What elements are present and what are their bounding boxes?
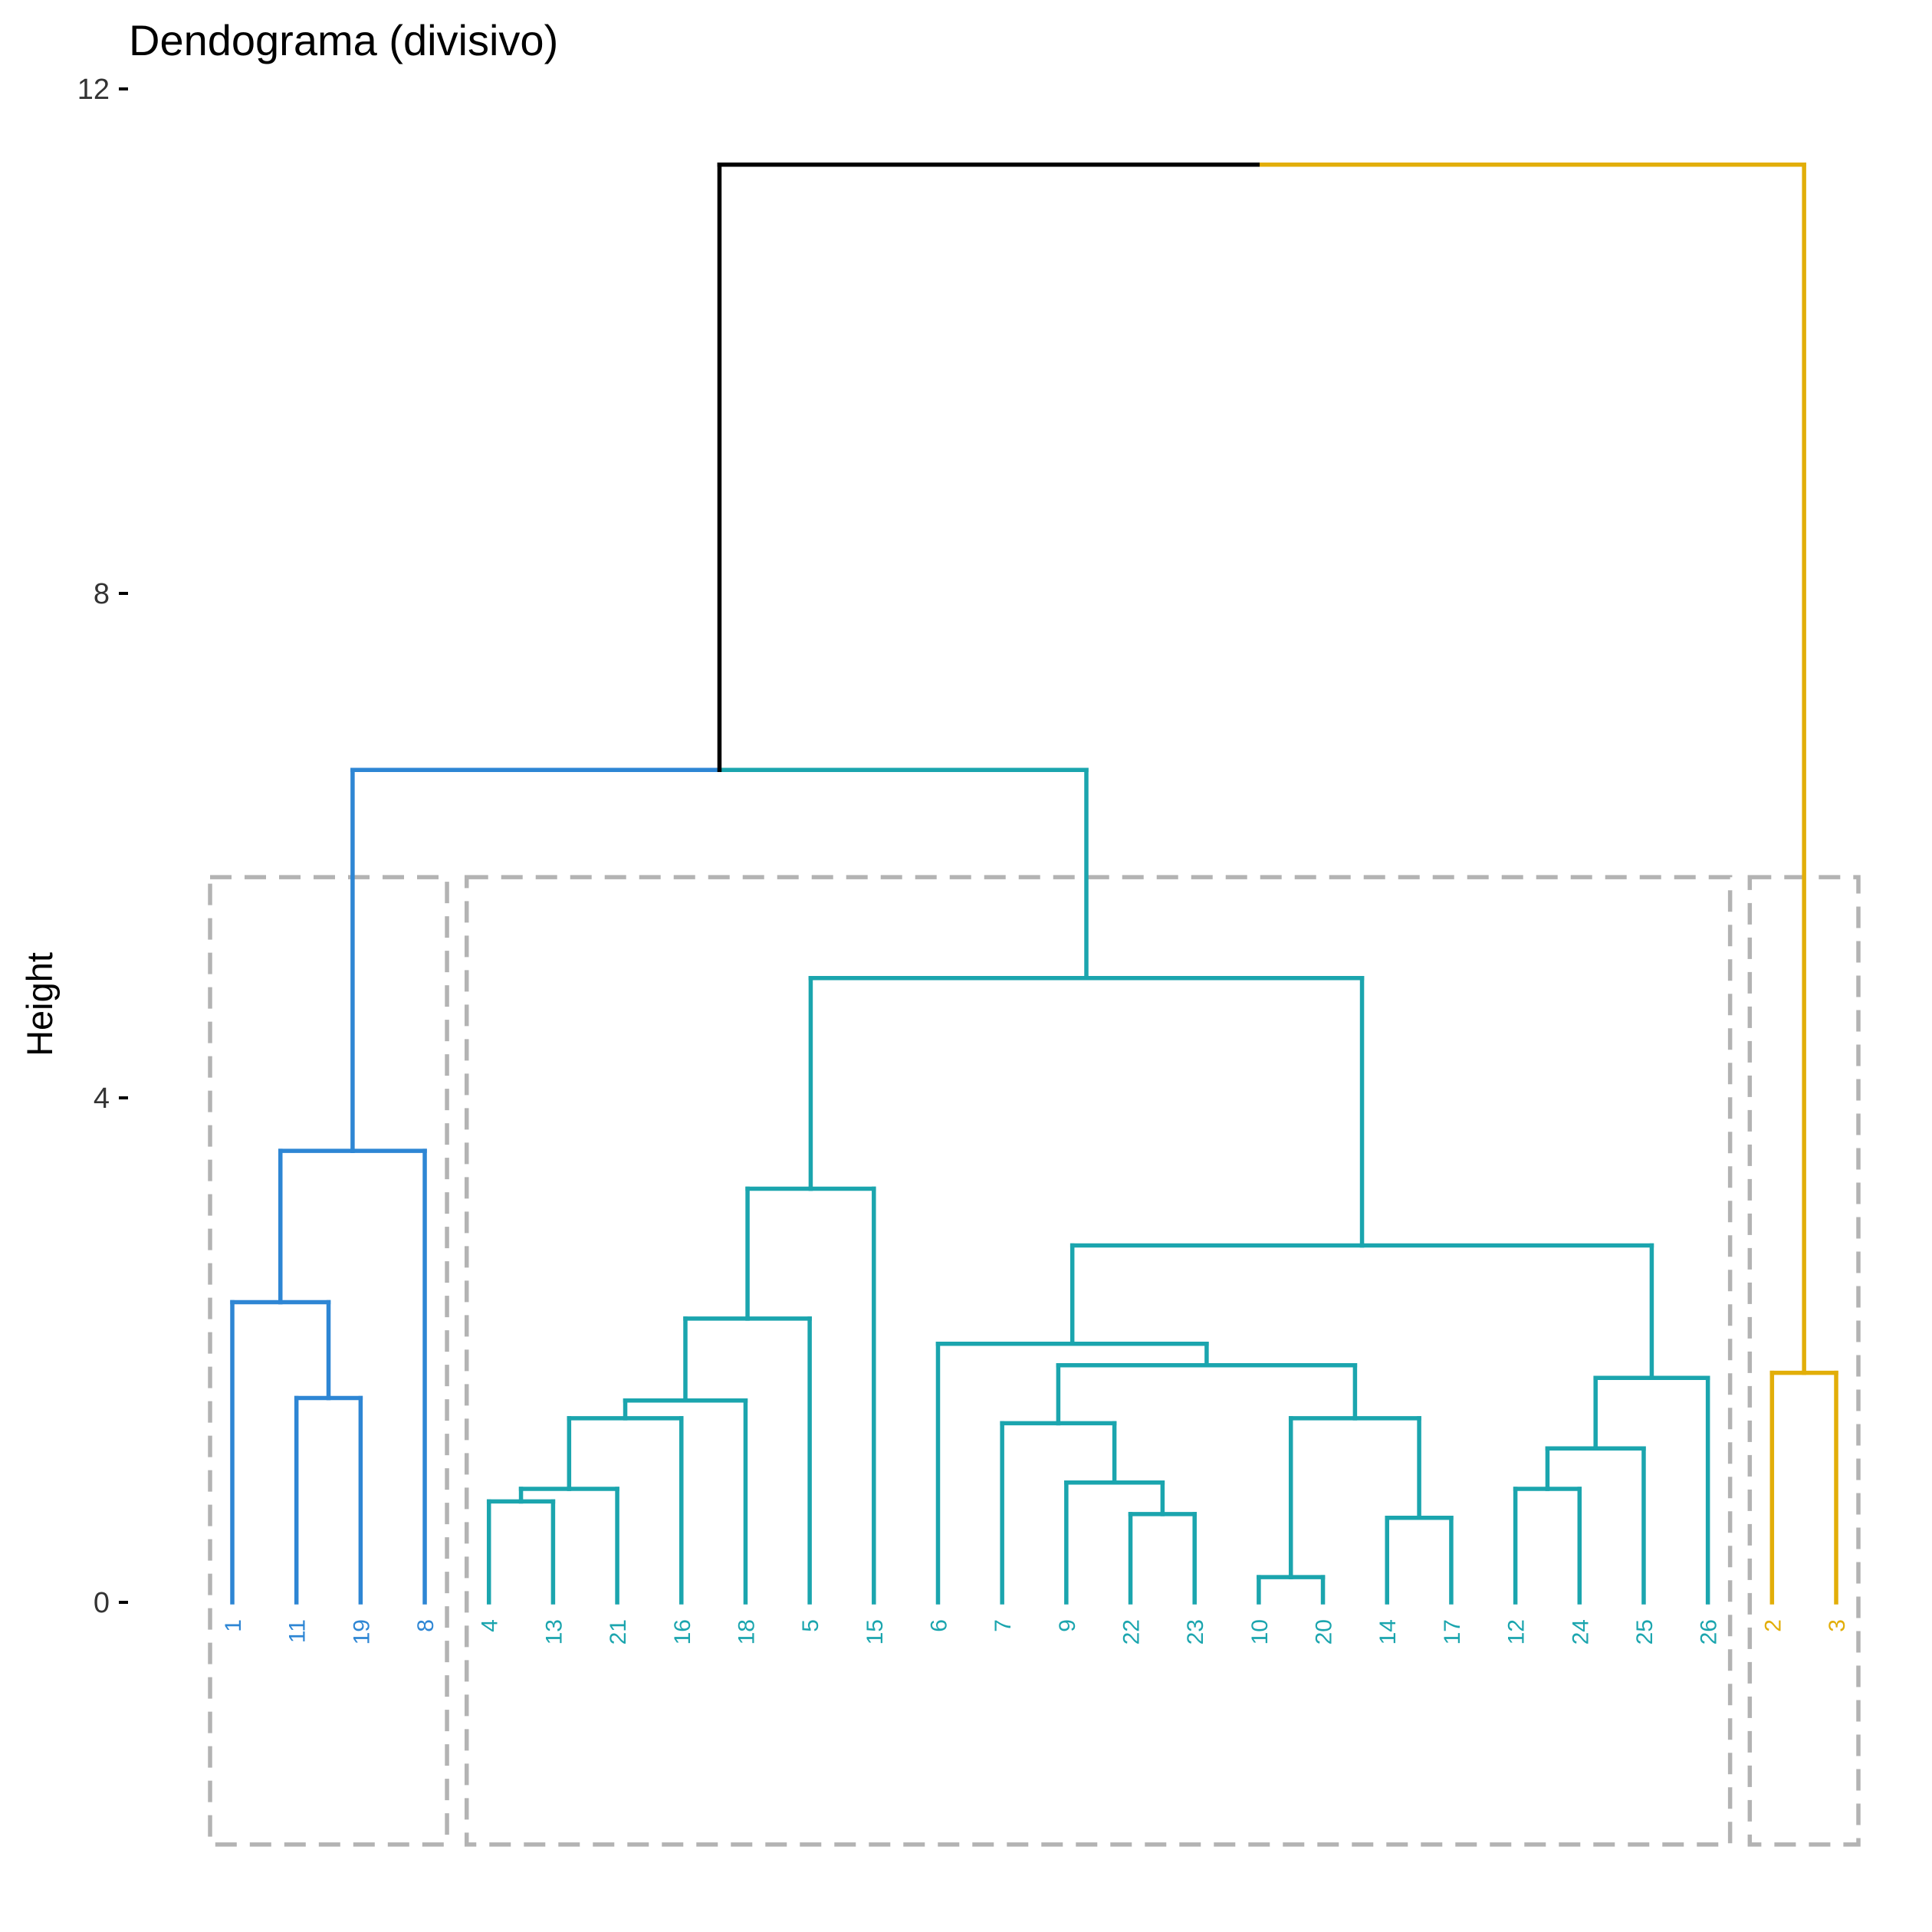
leaf-label: 19 xyxy=(349,1619,374,1644)
dendrogram-branches xyxy=(230,162,1838,1605)
leaf-label: 12 xyxy=(1504,1619,1530,1644)
leaf-label: 3 xyxy=(1825,1619,1850,1632)
leaf-label: 25 xyxy=(1632,1619,1658,1644)
leaf-label: 14 xyxy=(1375,1619,1401,1644)
leaf-label: 26 xyxy=(1697,1619,1722,1644)
leaf-label: 8 xyxy=(413,1619,439,1632)
leaf-label: 15 xyxy=(863,1619,888,1644)
leaf-label: 11 xyxy=(285,1619,310,1643)
y-tick-label: 0 xyxy=(94,1587,110,1619)
leaf-label: 16 xyxy=(670,1619,695,1644)
cluster-boxes xyxy=(208,875,1861,1847)
y-tick-label: 8 xyxy=(94,578,110,610)
leaf-label: 7 xyxy=(991,1619,1016,1632)
leaf-label: 5 xyxy=(798,1619,823,1632)
y-tick-label: 12 xyxy=(77,74,110,106)
leaf-label: 24 xyxy=(1568,1619,1593,1644)
leaf-label: 22 xyxy=(1119,1619,1145,1644)
leaf-label: 23 xyxy=(1183,1619,1208,1644)
cluster-box xyxy=(464,875,1733,1847)
leaf-label: 17 xyxy=(1440,1619,1465,1644)
y-axis: 0 4 8 12 xyxy=(77,74,128,1619)
leaf-labels: 1 11 19 8 4 13 21 16 18 5 15 6 7 9 22 23 10 20 14 17 12 24 25 2… xyxy=(221,1619,1850,1644)
leaf-label: 1 xyxy=(221,1619,246,1632)
y-tick-label: 4 xyxy=(94,1083,110,1115)
leaf-label: 13 xyxy=(541,1619,567,1644)
leaf-label: 9 xyxy=(1055,1619,1080,1632)
cluster-box xyxy=(208,875,449,1847)
leaf-label: 6 xyxy=(926,1619,951,1632)
leaf-label: 20 xyxy=(1312,1619,1337,1644)
leaf-label: 2 xyxy=(1760,1619,1786,1632)
leaf-label: 21 xyxy=(606,1619,631,1644)
leaf-label: 10 xyxy=(1247,1619,1273,1644)
leaf-label: 4 xyxy=(478,1619,503,1632)
leaf-label: 18 xyxy=(734,1619,759,1644)
y-axis-label: Height xyxy=(19,952,60,1056)
chart-title: Dendograma (divisivo) xyxy=(129,16,558,64)
